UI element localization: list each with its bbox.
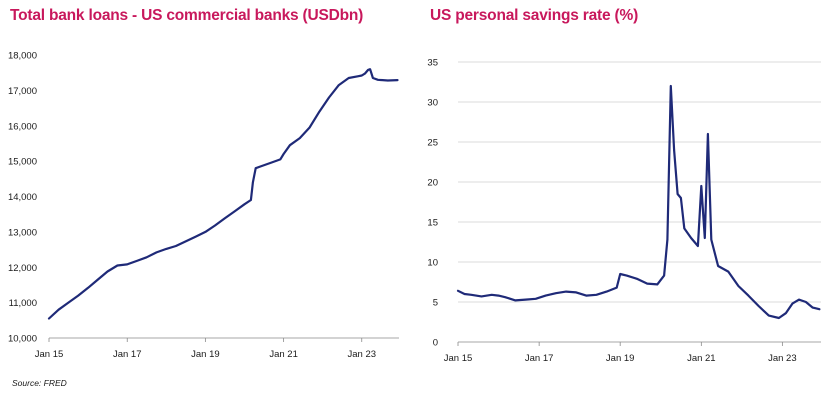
series-line	[456, 84, 821, 320]
x-tick-label: Jan 19	[191, 349, 220, 360]
y-tick-label: 5	[433, 298, 438, 309]
y-tick-label: 18,000	[8, 51, 37, 62]
x-tick-label: Jan 21	[269, 349, 298, 360]
y-axis: 10,000 11,000 12,000 13,000 14,000 15,000 16,0…	[8, 51, 37, 345]
source-note: Source: FRED	[12, 378, 67, 388]
y-tick-label: 11,000	[9, 298, 37, 309]
x-tick-label: Jan 17	[525, 353, 554, 364]
x-tick-label: Jan 19	[606, 353, 635, 364]
x-tick-label: Jan 23	[768, 353, 797, 364]
y-tick-label: 25	[427, 138, 438, 149]
y-tick-label: 10	[427, 258, 438, 269]
y-axis: 0 5 10 15 20 25 30 35	[427, 58, 438, 349]
y-tick-label: 10,000	[8, 334, 37, 345]
chart-panel-loans: Total bank loans - US commercial banks (…	[0, 0, 410, 360]
x-tick-label: Jan 21	[687, 353, 716, 364]
x-tick-label: Jan 23	[347, 349, 376, 360]
y-tick-label: 15	[427, 218, 438, 229]
y-tick-label: 20	[427, 178, 438, 189]
chart-title: US personal savings rate (%)	[430, 7, 639, 24]
x-tick-label: Jan 15	[444, 353, 473, 364]
x-tick-label: Jan 17	[113, 349, 142, 360]
gridlines	[458, 61, 821, 303]
y-tick-label: 17,000	[8, 86, 37, 97]
y-tick-label: 14,000	[8, 192, 37, 203]
chart-panel-savings: US personal savings rate (%) 0 5 10 15 20 25 3…	[420, 0, 830, 364]
y-tick-label: 35	[427, 58, 438, 69]
x-axis: Jan 15 Jan 17 Jan 19 Jan 21 Jan 23	[35, 338, 376, 360]
chart-title: Total bank loans - US commercial banks (…	[10, 7, 364, 24]
y-tick-label: 0	[433, 338, 438, 349]
y-tick-label: 12,000	[8, 263, 37, 274]
x-tick-label: Jan 15	[35, 349, 64, 360]
y-tick-label: 15,000	[8, 157, 37, 168]
y-tick-label: 16,000	[8, 121, 37, 132]
loans-line-chart: 10,000 11,000 12,000 13,000 14,000 15,000 16,0…	[8, 51, 399, 360]
x-axis: Jan 15 Jan 17 Jan 19 Jan 21 Jan 23	[444, 342, 797, 364]
series-line	[47, 68, 399, 320]
y-tick-label: 13,000	[8, 227, 37, 238]
y-tick-label: 30	[427, 98, 438, 109]
